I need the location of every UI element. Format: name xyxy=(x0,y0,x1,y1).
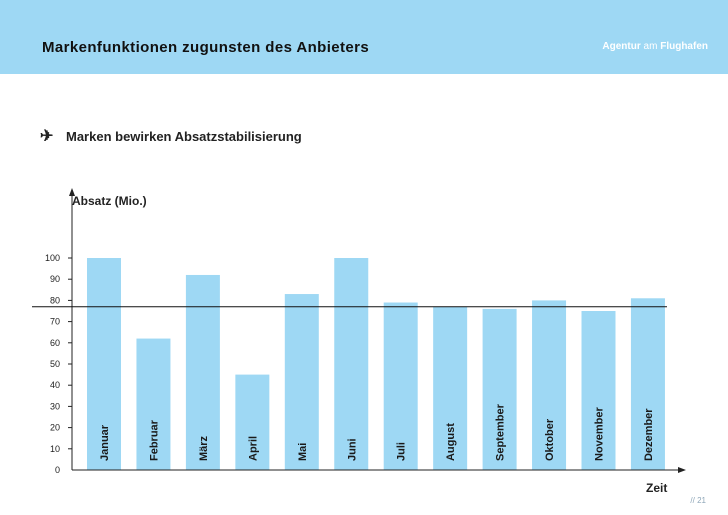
bullet-text: Marken bewirken Absatzstabilisierung xyxy=(66,128,302,144)
category-label: Juli xyxy=(396,442,408,461)
bar xyxy=(581,311,616,470)
bar xyxy=(284,294,319,470)
brand-word-agentur: Agentur xyxy=(602,41,641,52)
header-bar: Markenfunktionen zugunsten des Anbieters… xyxy=(0,0,728,74)
bar xyxy=(482,308,517,470)
y-tick-label: 70 xyxy=(50,317,60,327)
category-label: April xyxy=(247,436,259,461)
brand-word-am: am xyxy=(643,41,658,52)
y-tick-label: 40 xyxy=(50,380,60,390)
y-tick-label: 30 xyxy=(50,401,60,411)
page-number: // 21 xyxy=(690,496,706,505)
bar xyxy=(383,302,418,470)
category-label: Oktober xyxy=(544,418,556,461)
y-tick-label: 100 xyxy=(45,253,60,263)
bar xyxy=(136,338,171,470)
category-label: März xyxy=(198,435,210,461)
x-axis-arrow xyxy=(678,467,686,473)
x-axis-title: Zeit xyxy=(646,481,668,495)
brand-logo: Agentur am Flughafen xyxy=(602,41,708,52)
bar xyxy=(433,306,468,470)
bar xyxy=(235,374,270,470)
category-label: Juni xyxy=(346,438,358,461)
page-title: Markenfunktionen zugunsten des Anbieters xyxy=(42,39,370,56)
airplane-icon: ✈ xyxy=(40,128,54,145)
y-tick-label: 20 xyxy=(50,423,60,433)
y-tick-label: 60 xyxy=(50,338,60,348)
category-label: September xyxy=(495,403,507,461)
category-label: Februar xyxy=(148,419,160,461)
category-label: November xyxy=(594,406,606,461)
y-tick-label: 0 xyxy=(55,465,60,475)
y-tick-label: 10 xyxy=(50,444,60,454)
brand-word-flughafen: Flughafen xyxy=(660,41,708,52)
y-axis-arrow xyxy=(69,188,75,196)
category-label: August xyxy=(445,423,457,461)
bar xyxy=(532,300,567,470)
bar xyxy=(87,258,121,470)
y-tick-label: 50 xyxy=(50,359,60,369)
y-tick-label: 90 xyxy=(50,274,60,284)
bar xyxy=(185,274,220,470)
category-label: Mai xyxy=(297,443,309,461)
category-label: Januar xyxy=(99,424,111,461)
bar xyxy=(334,258,369,470)
bullet-point: ✈ Marken bewirken Absatzstabilisierung xyxy=(40,126,302,146)
y-axis-title: Absatz (Mio.) xyxy=(72,194,147,208)
y-tick-label: 80 xyxy=(50,295,60,305)
bar xyxy=(630,298,665,470)
category-label: Dezember xyxy=(643,408,655,461)
